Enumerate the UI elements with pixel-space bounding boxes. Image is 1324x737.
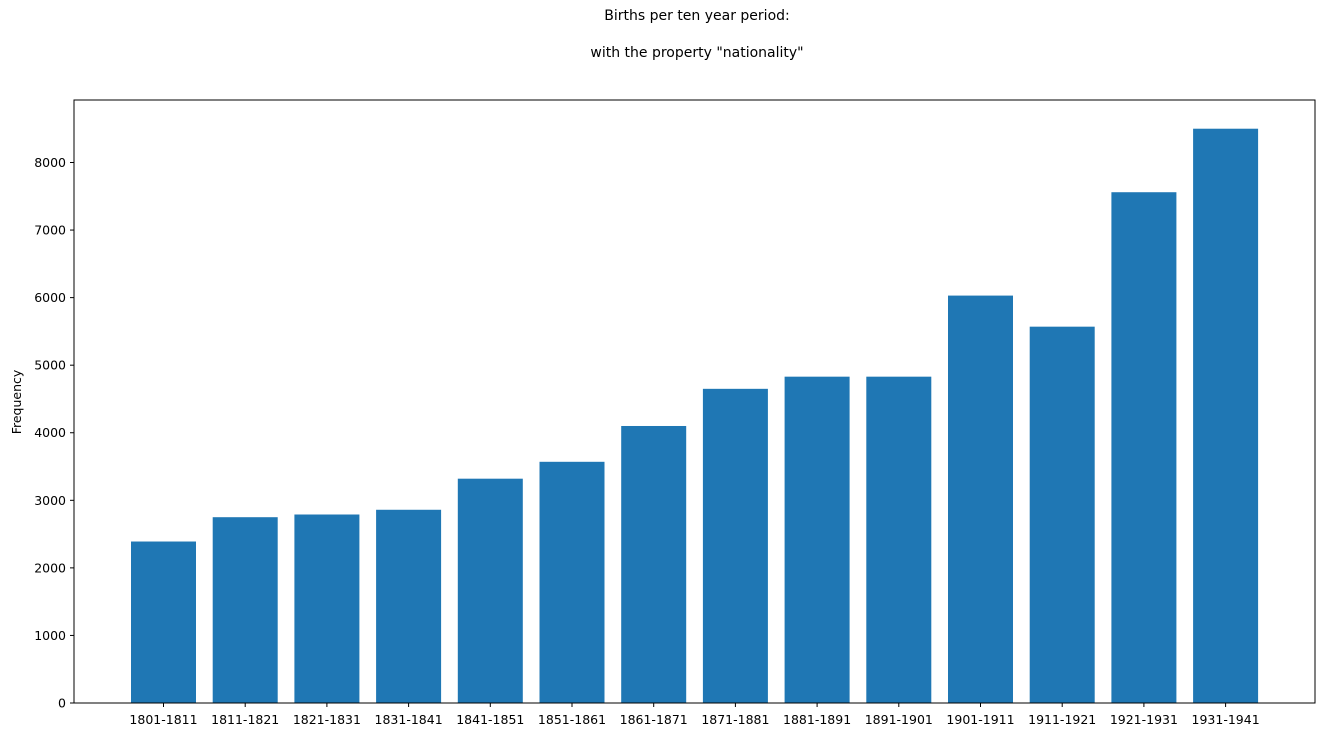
bar-1931-1941 (1193, 128, 1259, 703)
bar-1801-1811 (131, 541, 196, 703)
y-tick-label: 4000 (34, 425, 66, 440)
bar-1871-1881 (702, 388, 768, 703)
bar-1921-1931 (1111, 192, 1177, 703)
x-tick-label: 1821-1831 (293, 712, 361, 727)
x-tick-label: 1811-1821 (211, 712, 279, 727)
y-tick-label: 7000 (34, 223, 66, 238)
x-tick-label: 1801-1811 (129, 712, 197, 727)
bar-1841-1851 (457, 478, 523, 703)
y-axis-label: Frequency (9, 369, 24, 434)
y-tick-label: 1000 (34, 628, 66, 643)
plot-frame (73, 99, 1316, 704)
x-tick-label: 1851-1861 (538, 712, 606, 727)
bar-1901-1911 (948, 295, 1013, 703)
bar-1861-1871 (621, 425, 687, 703)
y-axis: 0 1000 2000 3000 4000 5000 6000 7000 8000 (34, 155, 74, 711)
bar-1911-1921 (1029, 326, 1095, 703)
y-tick-label: 8000 (34, 155, 66, 170)
x-tick-label: 1921-1931 (1110, 712, 1178, 727)
x-tick-label: 1861-1871 (620, 712, 688, 727)
y-tick-label: 6000 (34, 290, 66, 305)
bar-1811-1821 (212, 517, 278, 703)
y-tick-label: 2000 (34, 560, 66, 575)
chart-subtitle: with the property "nationality" (590, 45, 803, 61)
bar-1831-1841 (376, 509, 442, 703)
chart-title: Births per ten year period: (604, 8, 790, 24)
y-tick-label: 5000 (34, 358, 66, 373)
bar-1881-1891 (784, 376, 850, 703)
x-tick-label: 1911-1921 (1028, 712, 1096, 727)
y-tick-label: 0 (58, 696, 66, 711)
bars-group (131, 128, 1259, 703)
y-tick-label: 3000 (34, 493, 66, 508)
x-tick-label: 1931-1941 (1192, 712, 1260, 727)
x-axis: 1801-1811 1811-1821 1821-1831 1831-1841 1841… (129, 703, 1260, 727)
x-tick-label: 1881-1891 (783, 712, 851, 727)
bar-1851-1861 (539, 461, 605, 703)
x-tick-label: 1831-1841 (375, 712, 443, 727)
bar-1821-1831 (294, 514, 360, 703)
x-tick-label: 1891-1901 (865, 712, 933, 727)
x-tick-label: 1901-1911 (946, 712, 1014, 727)
x-tick-label: 1871-1881 (701, 712, 769, 727)
bar-1891-1901 (866, 376, 932, 703)
x-tick-label: 1841-1851 (456, 712, 524, 727)
